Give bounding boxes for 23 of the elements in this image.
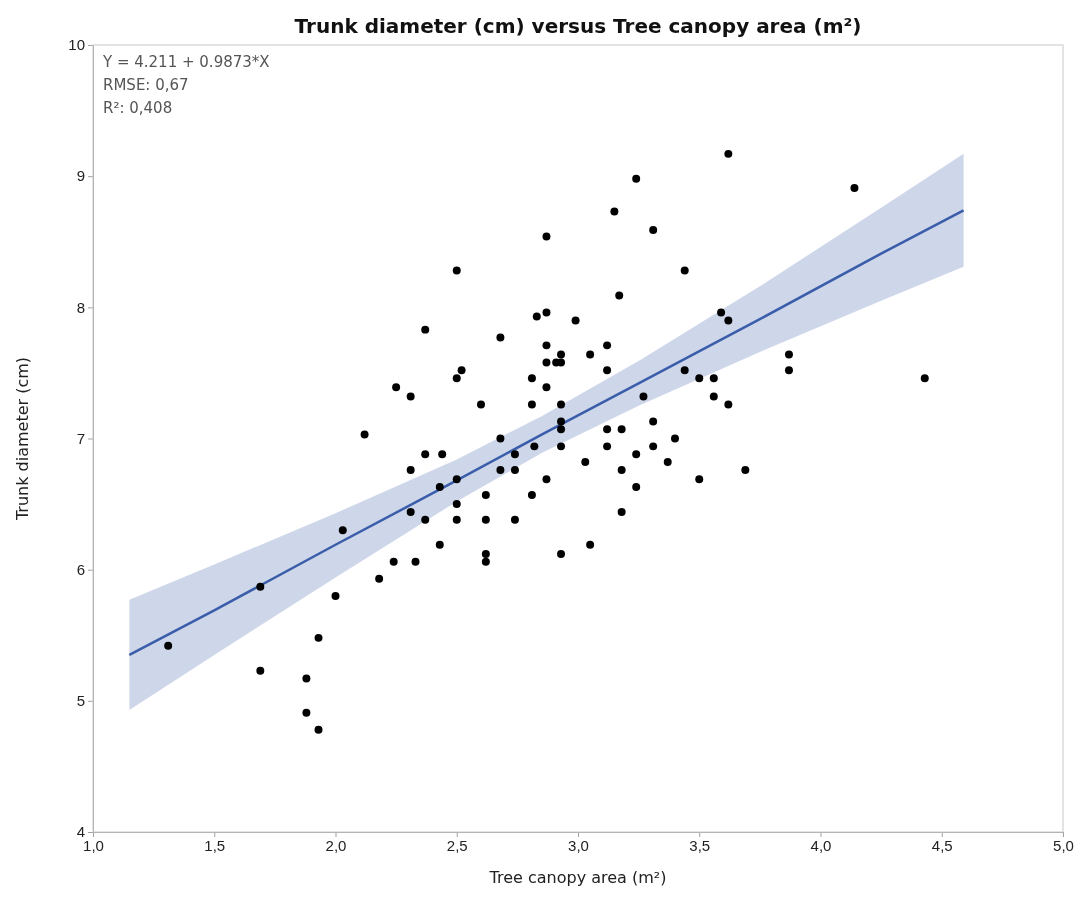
- x-tick-label: 2,0: [325, 836, 347, 854]
- x-tick-label: 4,5: [931, 836, 953, 854]
- x-tick-label: 1,0: [83, 836, 104, 854]
- y-tick-label: 5: [76, 692, 85, 710]
- annotation: RMSE: 0,67: [103, 76, 189, 94]
- y-tick-label: 9: [76, 167, 85, 185]
- y-axis-title: Trunk diameter (cm): [13, 356, 32, 522]
- y-tick-label: 10: [68, 36, 85, 54]
- line-series: [128, 209, 965, 657]
- x-tick-label: 3,0: [568, 836, 589, 854]
- y-tick-label: 8: [76, 298, 85, 316]
- x-tick-label: 4,0: [810, 836, 832, 854]
- y-tick-label: 7: [76, 429, 85, 447]
- annotation: Y = 4.211 + 0.9873*X: [102, 53, 270, 71]
- y-tick-label: 4: [76, 823, 85, 841]
- x-tick-label: 2,5: [446, 836, 468, 854]
- x-tick-label: 3,5: [689, 836, 711, 854]
- x-axis-title: Tree canopy area (m²): [488, 868, 667, 887]
- y-tick-label: 6: [76, 560, 85, 578]
- x-tick-label: 1,5: [204, 836, 226, 854]
- annotation: R²: 0,408: [103, 99, 173, 117]
- x-tick-label: 5,0: [1053, 836, 1074, 854]
- chart-title: Trunk diameter (cm) versus Tree canopy area (m²): [294, 14, 862, 38]
